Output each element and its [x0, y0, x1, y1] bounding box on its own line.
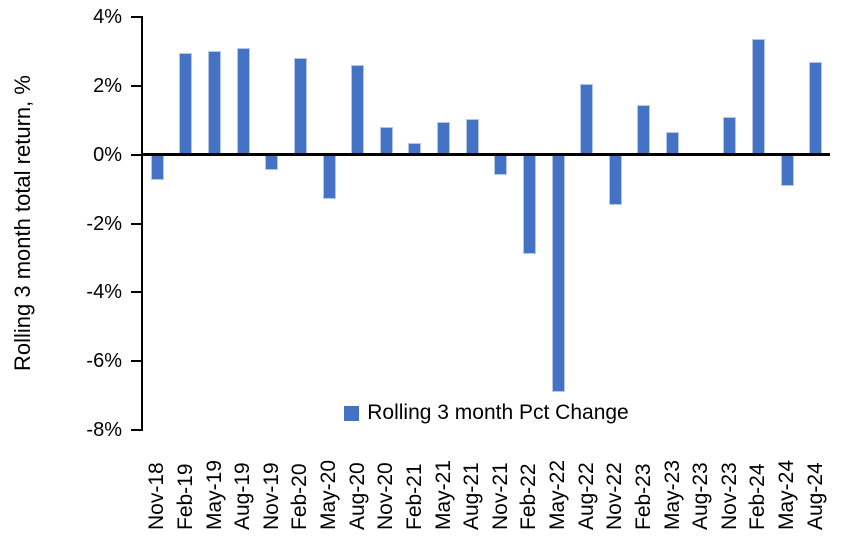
x-tick-label: Feb-24: [746, 463, 770, 530]
x-tick-label: Feb-20: [288, 463, 312, 530]
x-axis-line: [141, 153, 830, 157]
bar-Nov-19: [265, 154, 279, 171]
y-tick-label: -6%: [86, 350, 122, 373]
x-tick-label: Nov-22: [603, 462, 627, 530]
bar-May-20: [322, 154, 336, 200]
bar-Nov-20: [379, 127, 393, 155]
bar-Nov-18: [150, 154, 164, 181]
x-tick-label: Aug-21: [460, 462, 484, 530]
y-tick-mark: [131, 16, 141, 18]
bar-May-22: [551, 154, 565, 393]
y-tick-label: -2%: [86, 212, 122, 235]
x-tick-label: Feb-23: [631, 463, 655, 530]
y-tick-mark: [131, 222, 141, 225]
y-tick-label: 2%: [93, 74, 122, 97]
bar-Feb-23: [637, 104, 651, 155]
x-tick-label: Feb-21: [402, 463, 426, 530]
x-tick-label: May-20: [317, 459, 341, 530]
bar-Aug-21: [465, 118, 479, 155]
bar-Feb-20: [293, 58, 307, 155]
x-tick-label: Aug-19: [231, 462, 255, 530]
legend: Rolling 3 month Pct Change: [143, 401, 830, 425]
bar-Nov-22: [608, 154, 622, 205]
x-tick-label: May-24: [775, 459, 799, 530]
x-tick-label: Aug-24: [803, 462, 827, 530]
x-tick-label: May-21: [431, 459, 455, 530]
y-tick-mark: [131, 291, 141, 294]
bar-Feb-24: [751, 39, 765, 155]
bar-Aug-20: [351, 65, 365, 155]
bar-May-21: [437, 121, 451, 155]
x-tick-label: Aug-20: [345, 462, 369, 530]
bar-Nov-21: [494, 154, 508, 176]
bar-Feb-22: [522, 154, 536, 255]
legend-label: Rolling 3 month Pct Change: [367, 401, 629, 424]
y-tick-label: -8%: [86, 419, 122, 441]
bar-Nov-23: [723, 116, 737, 155]
x-tick-label: Feb-19: [173, 463, 197, 530]
y-tick-label: 4%: [93, 6, 122, 28]
x-tick-label: Nov-18: [145, 462, 169, 530]
bar-May-19: [208, 51, 222, 155]
y-tick-mark: [131, 360, 141, 363]
y-tick-mark: [131, 84, 141, 87]
x-tick-label: Aug-22: [574, 462, 598, 530]
x-tick-label: Aug-23: [689, 462, 713, 530]
y-axis-line: [141, 16, 143, 431]
y-tick-label: -4%: [86, 281, 122, 304]
bar-May-24: [780, 154, 794, 186]
bar-Aug-19: [236, 47, 250, 155]
x-tick-label: Nov-21: [488, 462, 512, 530]
y-tick-label: 0%: [93, 143, 122, 166]
bar-Feb-19: [179, 53, 193, 155]
legend-marker-icon: [344, 405, 360, 421]
x-tick-label: Nov-19: [259, 462, 283, 530]
y-tick-mark: [131, 153, 141, 156]
x-tick-label: Nov-20: [374, 462, 398, 530]
x-tick-label: May-19: [202, 459, 226, 530]
bar-Aug-22: [580, 84, 594, 155]
bar-May-23: [666, 132, 680, 155]
x-tick-label: May-22: [546, 459, 570, 530]
x-tick-label: Feb-22: [517, 463, 541, 530]
x-tick-label: Nov-23: [717, 462, 741, 530]
y-tick-mark: [131, 429, 141, 431]
x-tick-label: May-23: [660, 459, 684, 530]
bar-Aug-24: [809, 61, 823, 155]
